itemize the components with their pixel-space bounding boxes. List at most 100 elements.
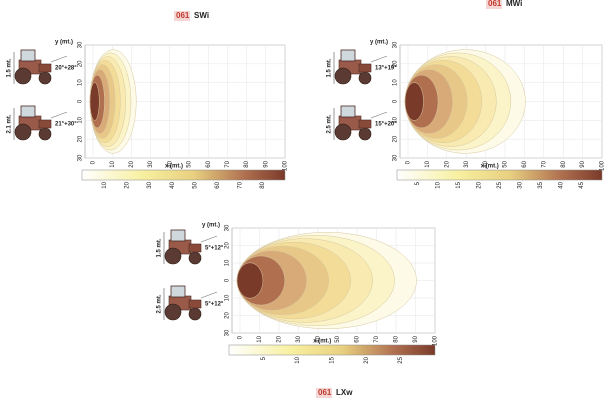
beam-line [200,235,218,243]
beam-line [370,55,388,63]
beam-line [50,55,68,63]
x-tick-label: 50 [503,160,509,167]
code-bg [316,388,332,398]
y-tick-label: 20 [393,60,399,67]
x-tick-label: 10 [110,160,116,167]
x-tick-label: 80 [244,160,250,167]
y-tick-label: 30 [393,154,399,161]
x-tick-label: 20 [129,160,135,167]
tractor-hood [188,299,202,309]
beam-angle: 20°+28° [55,66,77,72]
panel-name: LXw [336,388,353,397]
colorbar-label: 60 [215,181,221,188]
beam-line [50,111,68,119]
colorbar-label: 45 [579,181,585,188]
colorbar-label: 20 [125,181,131,188]
x-tick-label: 60 [206,160,212,167]
y-tick-label: 20 [78,135,84,142]
beam-angle: 21°+30° [55,122,77,128]
tractor-height: 1.5 mt. [7,58,13,77]
x-tick-label: 90 [580,160,586,167]
y-tick-label: 10 [78,79,84,86]
y-tick-label: 30 [393,41,399,48]
colorbar-label: 10 [102,181,108,188]
tractor-wheel [38,71,52,85]
beam-line [200,291,218,299]
x-tick-label: 40 [483,160,489,167]
beam-angle: 15°+20° [375,122,397,128]
tractor-hood [358,63,372,73]
tractor-hood [38,119,52,129]
tractor-wheel [14,123,32,141]
tractor-wheel [358,127,372,141]
y-tick-label: 30 [78,154,84,161]
colorbar-label: 80 [260,181,266,188]
tractor-wheel [188,251,202,265]
panel-code: 061 [488,0,502,8]
tractor-wheel [334,67,352,85]
tractor-height: 2.5 mt. [157,294,163,313]
tractor-wheel [38,127,52,141]
colorbar-label: 5 [261,356,267,360]
x-tick-label: 70 [541,160,547,167]
colorbar-label: 35 [538,181,544,188]
y-tick-label: 0 [78,99,84,103]
light-contour [89,82,100,121]
panel-name: MWi [506,0,522,8]
tractor-cab [340,49,356,62]
colorbar-label: 10 [295,356,301,363]
colorbar-label: 70 [237,181,243,188]
y-tick-label: 20 [225,242,231,249]
tractor-hood [188,243,202,253]
x-tick-label: 60 [355,335,361,342]
x-tick-label: 30 [296,335,302,342]
tractor-hood [38,63,52,73]
panel-name: SWi [194,11,209,20]
y-axis-label: y (mt.) [370,40,388,46]
beam-line [370,111,388,119]
x-tick-label: 40 [167,160,173,167]
colorbar-label: 50 [192,181,198,188]
tractor-cab [20,105,36,118]
y-tick-label: 30 [78,41,84,48]
y-tick-label: 10 [225,294,231,301]
x-tick-label: 40 [316,335,322,342]
x-tick-label: 60 [522,160,528,167]
tractor-wheel [164,247,182,265]
beam-angle: 5°+12° [205,302,224,308]
colorbar-label: 5 [415,181,421,185]
tractor-height: 1.5 mt. [327,58,333,77]
y-tick-label: 0 [225,278,231,282]
beam-angle: 5°+12° [205,246,224,252]
x-axis-label: x (mt.) [165,164,183,170]
x-tick-label: 90 [413,335,419,342]
panel-code: 061 [176,11,190,20]
colorbar-label: 10 [436,181,442,188]
y-tick-label: 10 [393,116,399,123]
beam-angle: 13°+19° [375,66,397,72]
colorbar [81,169,286,181]
y-tick-label: 10 [78,116,84,123]
colorbar-label: 20 [364,356,370,363]
y-tick-label: 10 [225,259,231,266]
light-contour [236,262,264,299]
x-tick-label: 70 [225,160,231,167]
colorbar-label: 25 [398,356,404,363]
colorbar-label: 40 [170,181,176,188]
colorbar-label: 20 [477,181,483,188]
tractor-cab [170,285,186,298]
tractor-wheel [14,67,32,85]
tractor-cab [20,49,36,62]
x-tick-label: 100 [600,160,606,171]
tractor-cab [340,105,356,118]
y-tick-label: 20 [78,60,84,67]
y-tick-label: 30 [225,329,231,336]
x-tick-label: 70 [374,335,380,342]
x-axis-label: x (mt.) [481,164,499,170]
x-tick-label: 50 [187,160,193,167]
y-axis-label: y (mt.) [202,223,220,229]
tractor-wheel [188,307,202,321]
x-tick-label: 80 [394,335,400,342]
x-tick-label: 20 [277,335,283,342]
tractor-wheel [334,123,352,141]
